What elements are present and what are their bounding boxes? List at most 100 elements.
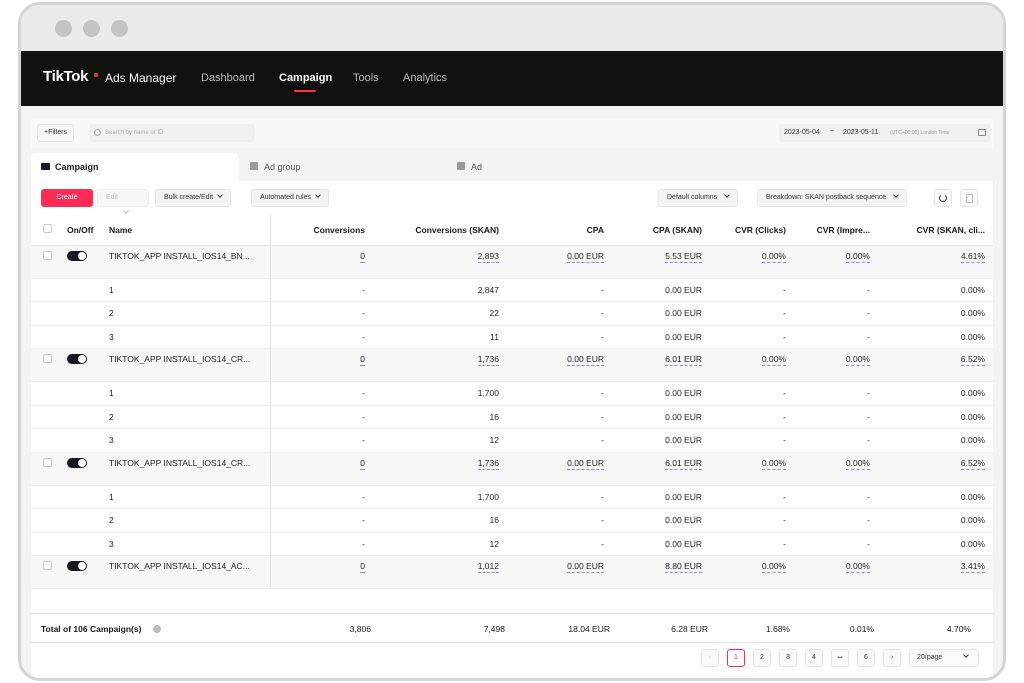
metric-value[interactable]: 0.00%: [845, 457, 870, 470]
metric-value[interactable]: 3.41%: [960, 561, 985, 573]
metric-value[interactable]: 0.00 EUR: [567, 561, 604, 573]
breakdown-row[interactable]: 3-12-0.00 EUR - -0.00%: [31, 428, 993, 453]
page-1-button[interactable]: 1: [727, 649, 745, 667]
help-icon[interactable]: [153, 625, 161, 633]
row-select-cell[interactable]: [31, 452, 63, 486]
metric-value[interactable]: 0.00 EUR: [567, 354, 604, 366]
campaign-toggle[interactable]: [67, 561, 87, 571]
campaign-row[interactable]: TIKTOK_APP INSTALL_IOS14_AC... 0 1,012 0.00…: [31, 555, 993, 589]
metric-value[interactable]: 5.53 EUR: [665, 250, 702, 263]
campaign-name[interactable]: TIKTOK_APP INSTALL_IOS14_CR...: [105, 452, 271, 486]
metric-value[interactable]: 0.00%: [761, 354, 786, 366]
next-page-button[interactable]: ›: [883, 649, 901, 667]
col-header-cpa[interactable]: CPA: [507, 215, 612, 246]
row-checkbox[interactable]: [42, 354, 52, 363]
col-header-onoff[interactable]: On/Off: [63, 215, 105, 246]
campaign-toggle[interactable]: [67, 354, 87, 364]
metric-value[interactable]: 6.52%: [960, 354, 985, 366]
row-checkbox[interactable]: [42, 457, 52, 467]
metric-value[interactable]: 6.01 EUR: [665, 457, 702, 470]
metric-value[interactable]: 0: [360, 561, 365, 573]
window-maximize-dot[interactable]: [111, 20, 128, 37]
breakdown-row[interactable]: 3-12-0.00 EUR - -0.00%: [31, 532, 993, 556]
campaign-toggle[interactable]: [67, 457, 87, 468]
col-header-name[interactable]: Name: [105, 215, 271, 246]
metric-value[interactable]: 6.52%: [960, 457, 985, 470]
breakdown-row[interactable]: 2-16-0.00 EUR - -0.00%: [31, 508, 993, 533]
col-header-conversions[interactable]: Conversions: [270, 215, 373, 246]
row-toggle-cell[interactable]: [63, 555, 105, 589]
campaign-name[interactable]: TIKTOK_APP INSTALL_IOS14_AC...: [105, 555, 271, 589]
nav-tools[interactable]: Tools: [353, 72, 379, 84]
select-all-header[interactable]: [31, 215, 63, 246]
breakdown-row[interactable]: 1-1,700-0.00 EUR - -0.00%: [31, 485, 993, 509]
default-columns-button[interactable]: Default columns: [658, 189, 739, 207]
page-6-button[interactable]: 6: [857, 649, 875, 667]
page-3-button[interactable]: 3: [779, 649, 797, 667]
metric-value[interactable]: 0.00%: [761, 561, 786, 573]
row-select-cell[interactable]: [31, 348, 63, 382]
page-ellipsis[interactable]: •••: [831, 649, 849, 667]
metric-value[interactable]: 1,736: [477, 354, 499, 366]
page-size-select[interactable]: 20/page: [909, 649, 979, 667]
automated-rules-button[interactable]: Automated rules: [251, 189, 329, 207]
row-toggle-cell[interactable]: [63, 348, 105, 382]
col-header-cvr-impressions[interactable]: CVR (Impre...: [794, 215, 878, 246]
breakdown-row[interactable]: 2-22-0.00 EUR - -0.00%: [31, 301, 993, 326]
nav-analytics[interactable]: Analytics: [403, 72, 448, 84]
campaign-toggle[interactable]: [67, 250, 87, 261]
edit-button[interactable]: Edit: [97, 189, 149, 214]
metric-value[interactable]: 6.01 EUR: [665, 354, 702, 366]
metric-value[interactable]: 1,012: [477, 561, 499, 573]
row-select-cell[interactable]: [31, 245, 63, 279]
window-minimize-dot[interactable]: [83, 20, 100, 37]
metric-value[interactable]: 0: [360, 354, 365, 366]
filters-button[interactable]: +Filters: [37, 124, 75, 142]
nav-campaign[interactable]: Campaign: [279, 72, 333, 84]
campaign-name[interactable]: TIKTOK_APP INSTALL_IOS14_BN...: [105, 245, 271, 279]
breakdown-select[interactable]: Breakdown: SKAN postback sequence: [757, 189, 908, 207]
search-input[interactable]: Search by name or ID: [89, 124, 255, 142]
metric-value[interactable]: 0.00%: [761, 457, 786, 470]
metric-value[interactable]: 0.00%: [845, 250, 870, 263]
tab-ad-group[interactable]: Ad group: [249, 153, 449, 181]
metric-value[interactable]: 0.00%: [845, 354, 870, 366]
campaign-row[interactable]: TIKTOK_APP INSTALL_IOS14_CR... 0 1,736 0.00…: [31, 452, 993, 486]
campaign-name[interactable]: TIKTOK_APP INSTALL_IOS14_CR...: [105, 348, 271, 382]
col-header-cpa-skan[interactable]: CPA (SKAN): [612, 215, 710, 246]
date-range-picker[interactable]: 2023-05-04 ~ 2023-05-11 (UTC+00:00) Lond…: [779, 124, 991, 142]
metric-value[interactable]: 0.00 EUR: [567, 250, 604, 263]
prev-page-button[interactable]: ‹: [701, 649, 719, 667]
metric-value[interactable]: 0: [360, 457, 365, 470]
page-2-button[interactable]: 2: [753, 649, 771, 667]
calendar-icon[interactable]: [978, 129, 986, 136]
page-4-button[interactable]: 4: [805, 649, 823, 667]
refresh-button[interactable]: [934, 189, 952, 207]
breakdown-row[interactable]: 2-16-0.00 EUR - -0.00%: [31, 405, 993, 429]
metric-value[interactable]: 8.80 EUR: [665, 561, 702, 573]
metric-value[interactable]: 0.00 EUR: [567, 457, 604, 470]
tab-ad[interactable]: Ad: [457, 153, 657, 181]
campaign-row[interactable]: TIKTOK_APP INSTALL_IOS14_BN... 0 2,893 0.00…: [31, 245, 993, 279]
breakdown-row[interactable]: 1-2,847-0.00 EUR - -0.00%: [31, 278, 993, 302]
col-header-conversions-skan[interactable]: Conversions (SKAN): [373, 215, 507, 246]
col-header-cvr-clicks[interactable]: CVR (Clicks): [710, 215, 794, 246]
row-checkbox[interactable]: [42, 250, 52, 260]
breakdown-row[interactable]: 1-1,700-0.00 EUR - -0.00%: [31, 381, 993, 406]
select-all-checkbox[interactable]: [42, 224, 52, 234]
tab-campaign[interactable]: Campaign: [31, 153, 239, 181]
metric-value[interactable]: 2,893: [477, 250, 499, 263]
campaign-row[interactable]: TIKTOK_APP INSTALL_IOS14_CR... 0 1,736 0.00…: [31, 348, 993, 382]
metric-value[interactable]: 0.00%: [761, 250, 786, 263]
tiktok-logo[interactable]: TikTok: [43, 68, 89, 85]
window-close-dot[interactable]: [55, 20, 72, 37]
metric-value[interactable]: 0: [360, 250, 365, 263]
row-checkbox[interactable]: [42, 561, 52, 570]
row-toggle-cell[interactable]: [63, 245, 105, 279]
breakdown-row[interactable]: 3-11-0.00 EUR - -0.00%: [31, 325, 993, 349]
row-toggle-cell[interactable]: [63, 452, 105, 486]
metric-value[interactable]: 4.61%: [960, 250, 985, 263]
export-button[interactable]: [960, 189, 978, 207]
row-select-cell[interactable]: [31, 555, 63, 589]
metric-value[interactable]: 1,736: [477, 457, 499, 470]
